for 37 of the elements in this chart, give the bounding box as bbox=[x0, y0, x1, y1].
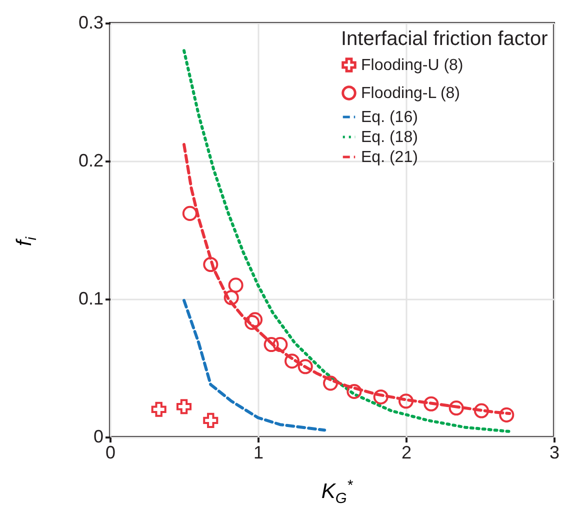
legend-label: Flooding-U (8) bbox=[361, 57, 464, 74]
point bbox=[264, 337, 279, 352]
point bbox=[203, 412, 218, 428]
line-series bbox=[182, 49, 512, 433]
point bbox=[474, 403, 489, 418]
legend-label: Flooding-L (8) bbox=[361, 85, 460, 102]
y-tick-label: 0.2 bbox=[78, 150, 104, 170]
point bbox=[182, 206, 198, 221]
legend-title: Interfacial friction factor bbox=[341, 28, 548, 50]
point bbox=[224, 290, 239, 306]
y-tick-label: 0.1 bbox=[78, 288, 104, 308]
point bbox=[424, 396, 439, 412]
legend-label: Eq. (16) bbox=[361, 109, 418, 126]
x-tick-label: 2 bbox=[401, 442, 412, 462]
point bbox=[298, 359, 313, 374]
point bbox=[228, 278, 244, 293]
point bbox=[284, 354, 300, 369]
x-tick-label: 0 bbox=[105, 442, 116, 462]
y-tick-label: 0.3 bbox=[78, 12, 104, 32]
point bbox=[448, 400, 464, 416]
x-tick-label: 1 bbox=[253, 442, 264, 462]
legend-label: Eq. (21) bbox=[361, 149, 418, 166]
point bbox=[323, 376, 338, 391]
point bbox=[272, 337, 288, 352]
y-tick-label: 0 bbox=[93, 426, 104, 446]
point bbox=[248, 312, 263, 328]
point bbox=[346, 384, 362, 399]
point bbox=[244, 314, 260, 330]
line-series bbox=[182, 298, 326, 432]
x-tick-label: 3 bbox=[549, 442, 560, 462]
point bbox=[373, 389, 388, 404]
point bbox=[398, 394, 414, 409]
point bbox=[499, 407, 514, 422]
point bbox=[176, 399, 192, 414]
point bbox=[151, 402, 166, 417]
legend-label: Eq. (18) bbox=[361, 129, 418, 146]
point bbox=[203, 256, 218, 272]
